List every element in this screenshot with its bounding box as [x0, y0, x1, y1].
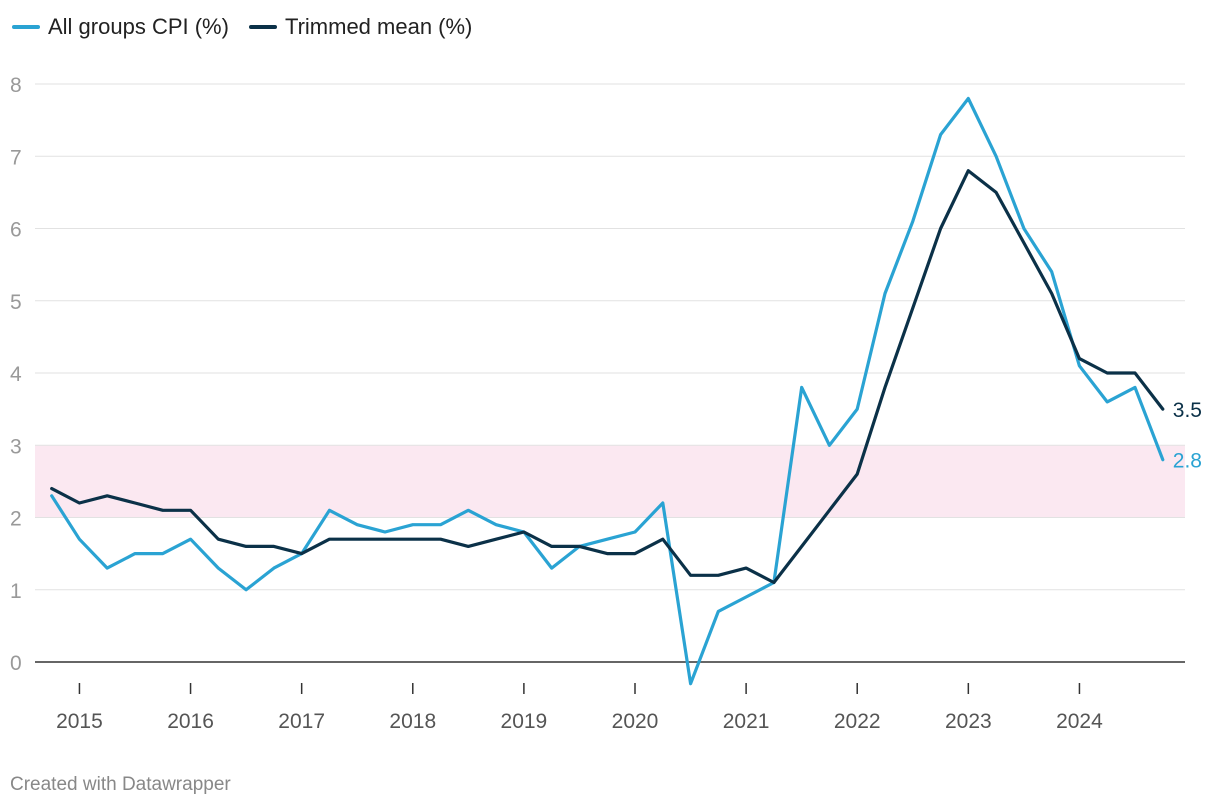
y-tick-label-2: 2 — [10, 508, 22, 531]
y-tick-label-4: 4 — [10, 363, 22, 386]
x-tick-label-2023: 2023 — [945, 710, 992, 733]
x-tick-label-2018: 2018 — [389, 710, 436, 733]
legend-item-cpi: All groups CPI (%) — [12, 14, 229, 40]
legend-item-trimmed-mean: Trimmed mean (%) — [248, 14, 473, 40]
y-tick-label-0: 0 — [10, 652, 22, 675]
x-tick-label-2016: 2016 — [167, 710, 214, 733]
legend-swatch-trimmed-mean — [248, 25, 277, 29]
series-line-trimmed-mean — [50, 169, 1165, 585]
legend-swatch-cpi — [12, 25, 40, 29]
x-tick-label-2022: 2022 — [834, 710, 881, 733]
legend-label-trimmed-mean: Trimmed mean (%) — [284, 14, 473, 39]
x-tick-label-2024: 2024 — [1056, 710, 1103, 733]
y-tick-label-8: 8 — [10, 74, 22, 97]
legend-label-cpi: All groups CPI (%) — [48, 14, 229, 39]
x-tick-label-2019: 2019 — [501, 710, 548, 733]
line-chart: 0 1 2 3 4 5 6 7 8 2015 2016 2017 2018 2019 2020 2021 202… — [10, 74, 1202, 733]
x-tick-label-2021: 2021 — [723, 710, 770, 733]
chart-credit: Created with Datawrapper — [10, 774, 231, 795]
series-line-cpi — [50, 96, 1165, 686]
x-tick-label-2015: 2015 — [56, 710, 103, 733]
target-band — [35, 445, 1185, 518]
end-label-cpi: 2.8 — [1173, 450, 1202, 473]
y-tick-label-1: 1 — [10, 580, 22, 603]
y-tick-label-5: 5 — [10, 291, 22, 314]
chart-legend: All groups CPI (%) Trimmed mean (%) — [12, 14, 472, 40]
y-tick-label-3: 3 — [10, 435, 22, 458]
y-tick-label-7: 7 — [10, 146, 22, 169]
x-tick-label-2020: 2020 — [612, 710, 659, 733]
end-label-trimmed-mean: 3.5 — [1173, 399, 1202, 422]
y-tick-label-6: 6 — [10, 219, 22, 242]
x-tick-label-2017: 2017 — [278, 710, 325, 733]
